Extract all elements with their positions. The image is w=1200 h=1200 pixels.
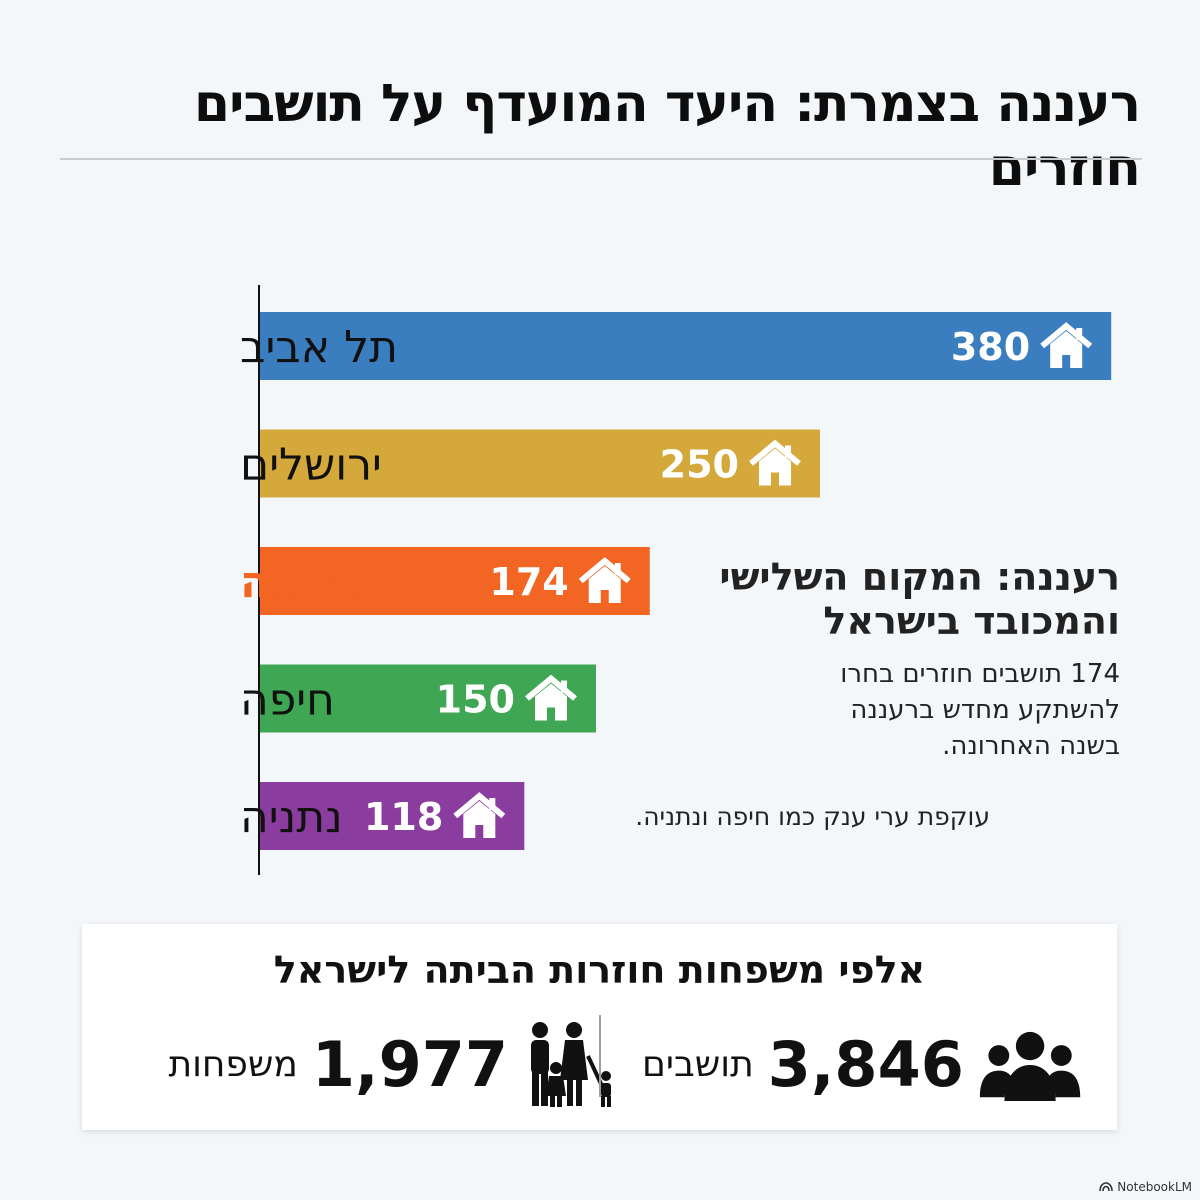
house-icon <box>749 439 801 486</box>
residents-number: 3,846 <box>767 1028 964 1101</box>
summary-divider <box>599 1015 601 1097</box>
house-icon <box>578 557 631 603</box>
bar-group: תל אביב 380 <box>240 312 1112 380</box>
category-label: ירושלים <box>240 440 382 491</box>
category-label: חיפה <box>240 675 335 726</box>
bar <box>260 312 1112 380</box>
bar-group: נתניה 118 <box>240 782 525 850</box>
watermark: NotebookLM <box>1099 1180 1192 1194</box>
value-label: 174 <box>489 560 568 604</box>
bar-group: ירושלים 250 <box>240 429 820 498</box>
summary-title: אלפי משפחות חוזרות הביתה לישראל <box>273 948 926 992</box>
value-label: 118 <box>364 795 443 839</box>
callout-heading-line-1: רעננה: המקום השלישי <box>719 555 1120 599</box>
house-icon <box>525 674 577 721</box>
callout-note: עוקפת ערי ענק כמו חיפה ונתניה. <box>635 802 990 831</box>
callout-body-line-3: בשנה האחרונה. <box>942 731 1120 761</box>
page-title: רעננה בצמרת: היעד המועדף על תושבים חוזרי… <box>193 74 1141 198</box>
bar-group: רעננה 174 <box>240 547 650 615</box>
notebooklm-logo-icon <box>1099 1182 1114 1192</box>
value-label: 380 <box>951 325 1030 369</box>
value-label: 250 <box>660 443 739 487</box>
callout-body-line-1: 174 תושבים חוזרים בחרו <box>840 659 1120 689</box>
bars-layer: תל אביב 380 ירושלים 250 רעננה 174 חיפה 150 נתניה… <box>240 312 1112 850</box>
title-divider <box>60 158 1142 160</box>
people-group-icon <box>979 1031 1081 1101</box>
category-label: רעננה <box>240 557 366 608</box>
house-icon <box>453 792 506 838</box>
bar <box>260 429 820 498</box>
watermark-text: NotebookLM <box>1117 1180 1192 1194</box>
callout-body: 174 תושבים חוזרים בחרו להשתקע מחדש ברעננ… <box>760 656 1120 764</box>
category-label: תל אביב <box>240 322 398 373</box>
residents-stat: 3,846 תושבים <box>642 1020 1082 1110</box>
house-icon <box>1040 322 1093 368</box>
category-label: נתניה <box>240 792 343 843</box>
callout-heading-line-2: והמכובד בישראל <box>823 599 1120 643</box>
family-icon <box>531 1022 611 1107</box>
residents-label: תושבים <box>642 1044 754 1085</box>
families-stat: 1,977 משפחות <box>122 1020 622 1110</box>
families-number: 1,977 <box>311 1028 508 1101</box>
bar-chart: תל אביב 380 ירושלים 250 רעננה 174 חיפה 150 נתניה… <box>240 285 1112 875</box>
callout-heading: רעננה: המקום השלישי והמכובד בישראל <box>700 555 1120 643</box>
value-label: 150 <box>436 678 515 722</box>
families-label: משפחות <box>168 1044 298 1085</box>
callout-body-line-2: להשתקע מחדש ברעננה <box>850 695 1120 725</box>
bar-group: חיפה 150 <box>240 664 596 733</box>
